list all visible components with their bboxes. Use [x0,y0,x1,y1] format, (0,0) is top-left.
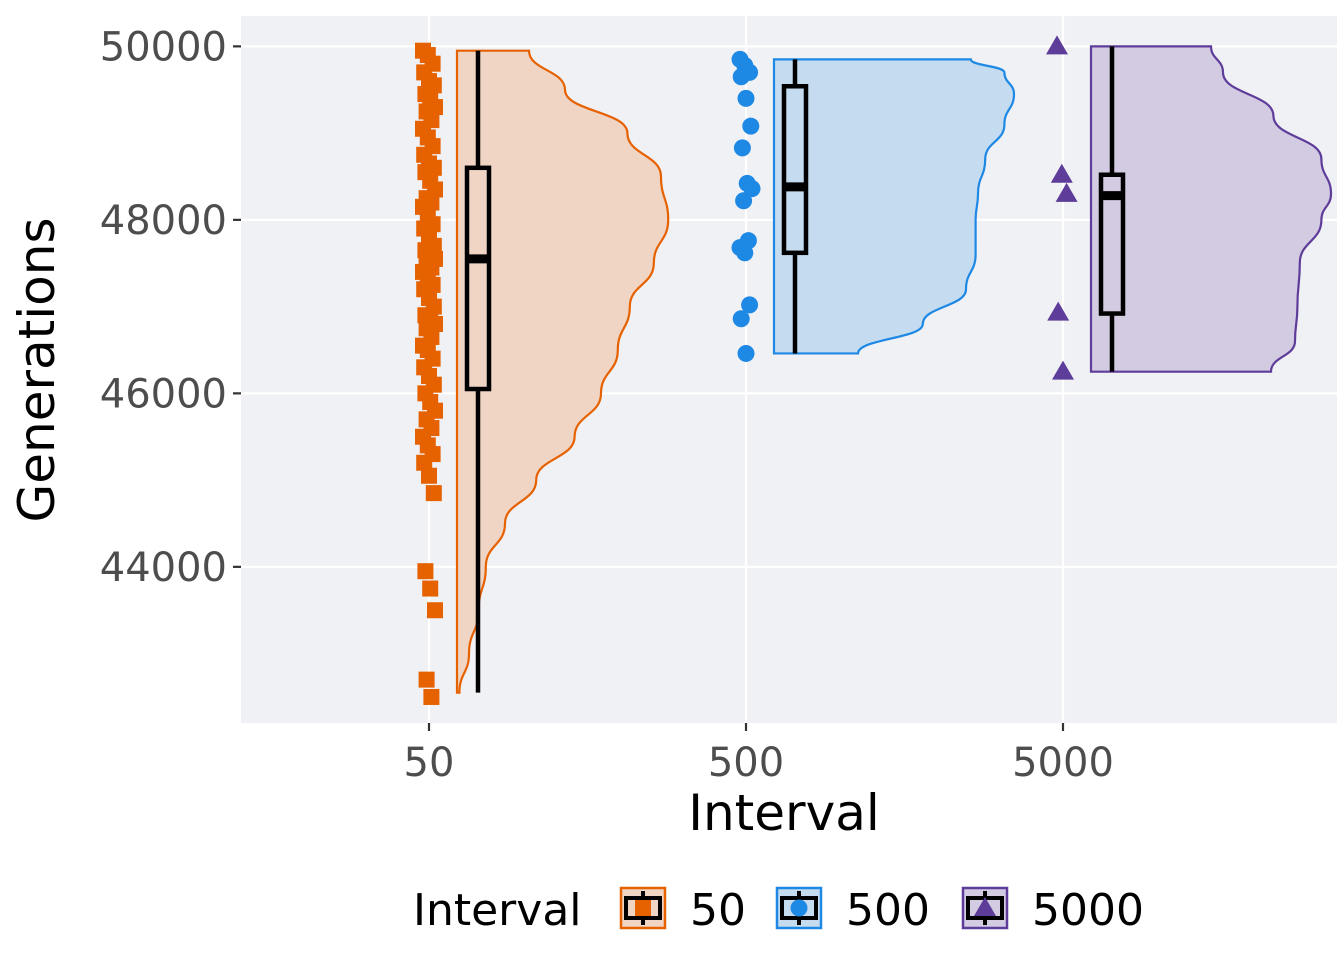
violin-50 [455,49,670,694]
legend-key-box [624,896,662,920]
legend-label-5000: 5000 [1032,885,1144,936]
point-500 [732,310,750,328]
point-500 [737,344,755,362]
point-500 [733,139,751,157]
point-5000 [1055,182,1078,202]
point-500 [735,192,753,210]
point-50 [418,671,435,688]
x-tick-label: 50 [404,740,455,786]
point-5000 [1047,301,1070,321]
box-500 [781,84,809,256]
point-5000 [1052,360,1074,380]
box-plots [464,46,1126,693]
point-500 [737,89,755,107]
legend: Interval 50 500 5000 [413,885,1144,936]
point-50 [423,688,440,705]
point-500 [736,244,754,262]
y-tick-label: 48000 [100,198,227,244]
legend-key-5000 [961,886,1009,930]
legend-key-marker [790,899,808,917]
legend-key-marker [635,900,651,916]
point-50 [425,485,442,502]
point-5000 [1046,35,1068,55]
box-5000 [1098,172,1126,316]
x-axis-title: Interval [688,784,879,842]
y-axis-title: Generations [8,218,66,523]
legend-key-marker [974,897,996,916]
point-500 [741,296,759,314]
point-50 [416,454,433,471]
point-50 [422,580,439,597]
box-50 [464,165,492,392]
legend-key-box [780,896,818,920]
x-tick-label: 500 [708,740,784,786]
legend-key-50 [619,886,667,930]
legend-label-50: 50 [690,885,746,936]
y-tick-label: 44000 [100,545,227,591]
point-500 [732,68,750,86]
point-500 [742,117,760,135]
point-50 [427,602,443,619]
y-tick-label: 46000 [100,371,227,417]
y-tick-label: 50000 [100,24,227,70]
violin-clouds [455,45,1333,694]
x-tick-label: 5000 [1012,740,1114,786]
point-5000 [1050,163,1073,183]
y-axis: 44000 46000 48000 50000 [100,24,241,591]
legend-key-500 [775,886,823,930]
x-axis: 50 500 5000 [404,723,1114,786]
violin-5000 [1089,45,1333,373]
jitter-points [415,35,1078,705]
point-50 [417,563,434,580]
violin-500 [772,58,1016,355]
legend-title: Interval [413,885,582,936]
point-500 [743,180,761,198]
legend-label-500: 500 [846,885,930,936]
point-50 [421,467,437,484]
